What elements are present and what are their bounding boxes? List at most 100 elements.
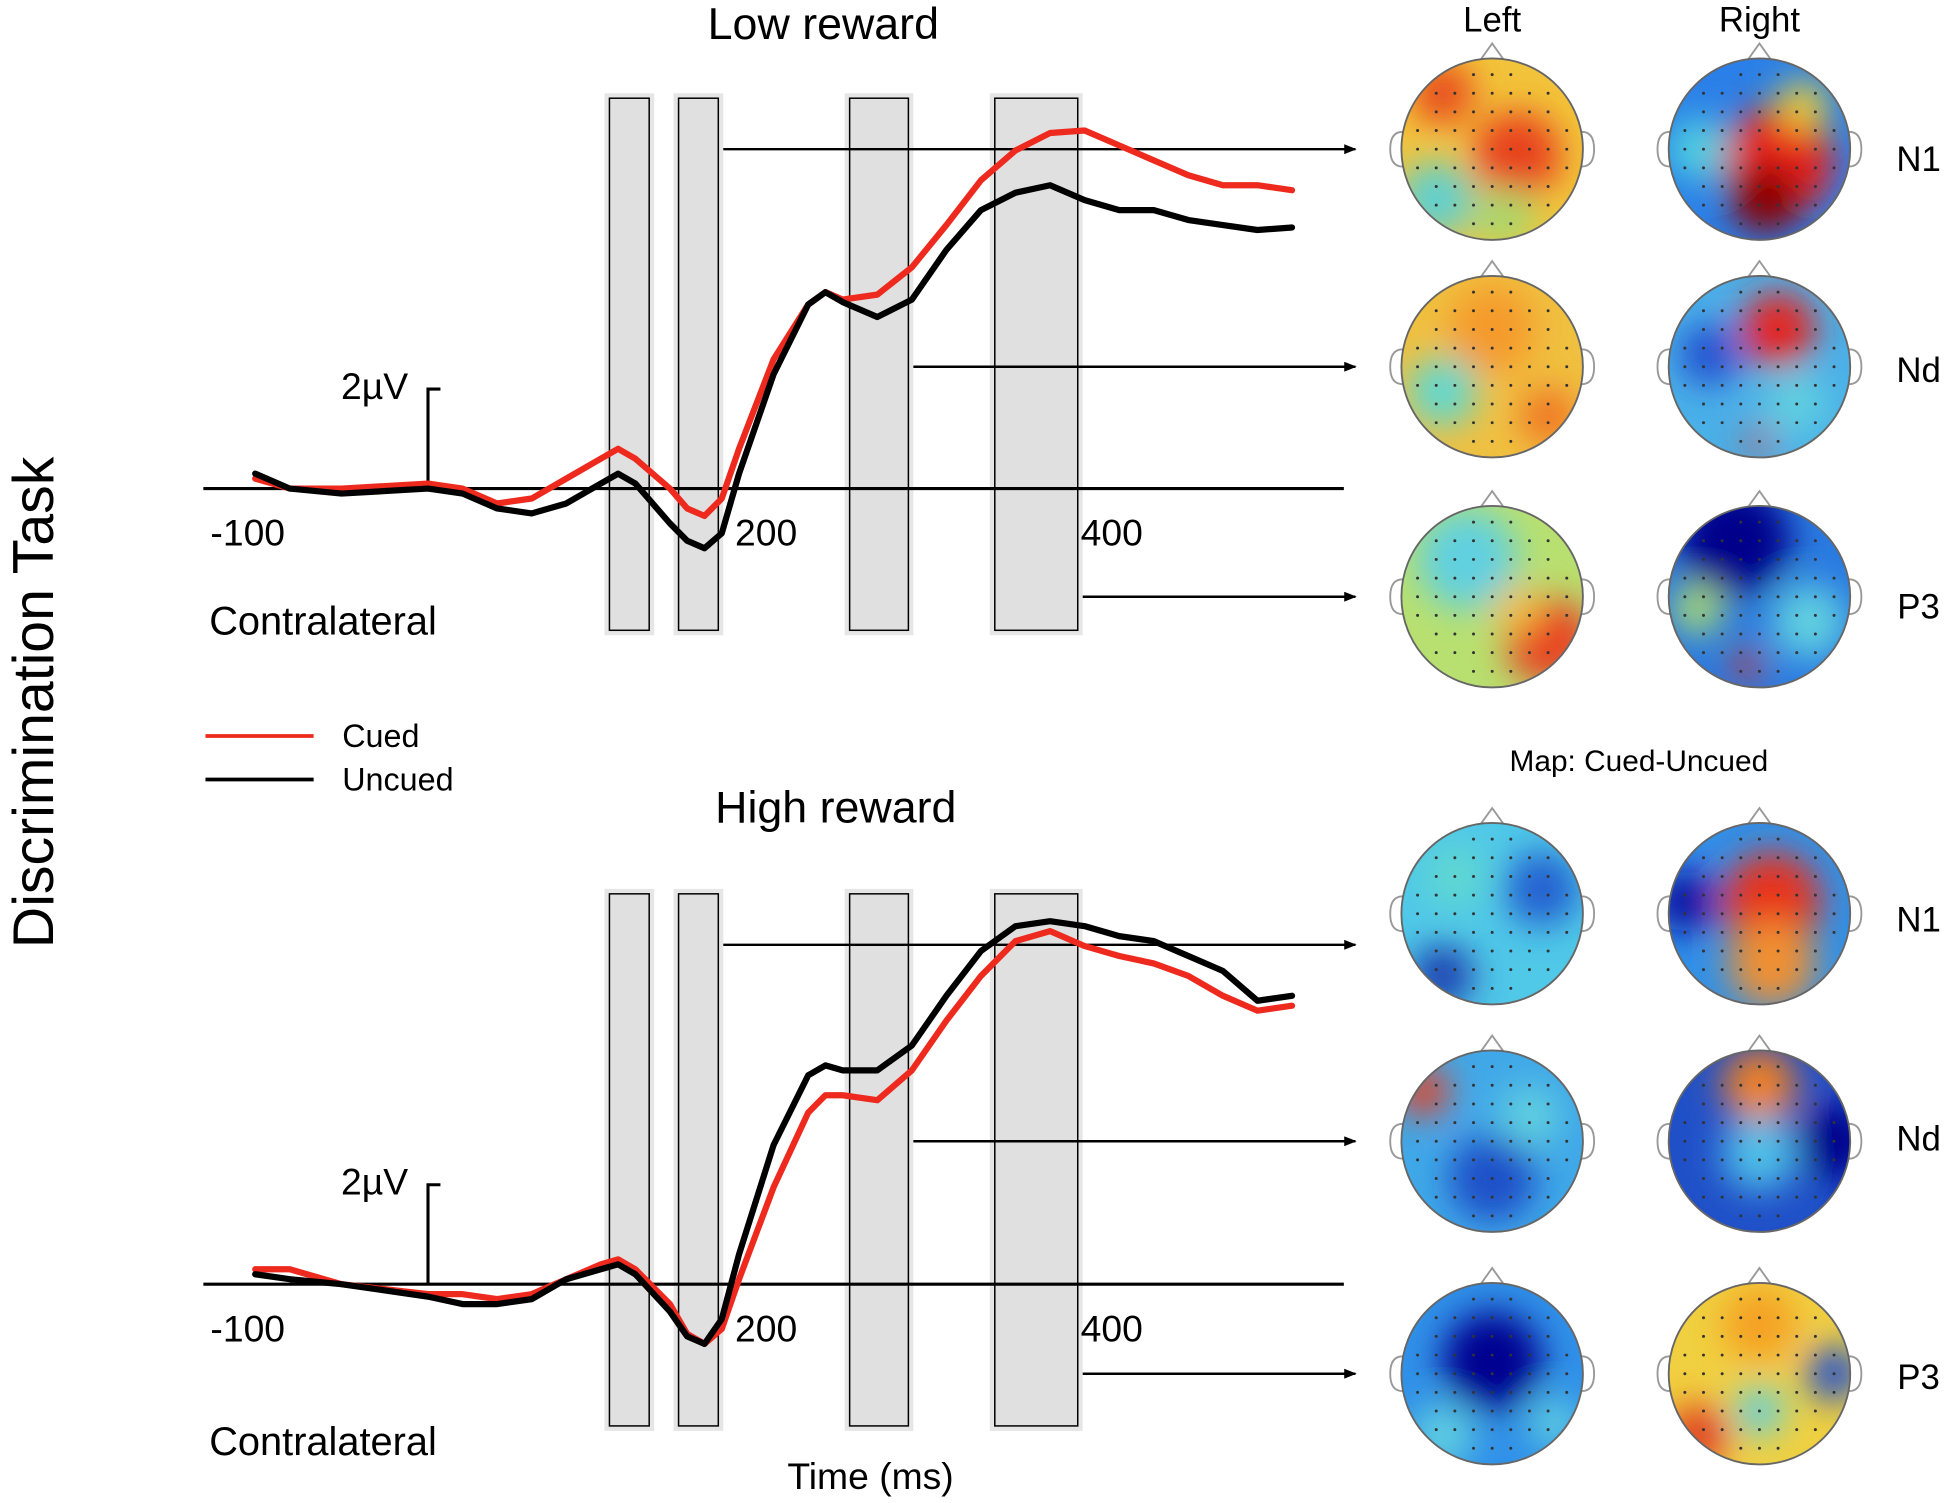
electrode xyxy=(1490,576,1494,580)
ear xyxy=(1389,578,1403,616)
electrode xyxy=(1813,147,1817,151)
electrode xyxy=(1472,1316,1476,1320)
electrode xyxy=(1776,346,1780,350)
electrode xyxy=(1720,576,1724,580)
electrode xyxy=(1702,1195,1705,1199)
electrode xyxy=(1490,1139,1494,1143)
electrode xyxy=(1509,129,1513,133)
electrode xyxy=(1776,595,1780,599)
electrode xyxy=(1795,91,1799,95)
electrode xyxy=(1702,166,1705,170)
electrode xyxy=(1565,166,1569,170)
electrode xyxy=(1472,73,1476,77)
electrode xyxy=(1683,1158,1687,1162)
electrode xyxy=(1795,632,1799,636)
electrode xyxy=(1739,1334,1743,1338)
electrode xyxy=(1702,365,1705,369)
electrode xyxy=(1434,632,1438,636)
electrode xyxy=(1739,290,1743,294)
electrode xyxy=(1813,1372,1817,1376)
electrode xyxy=(1453,651,1457,655)
electrode xyxy=(1472,327,1476,331)
electrode xyxy=(1776,520,1780,524)
electrode xyxy=(1490,595,1494,599)
electrode xyxy=(1546,203,1550,207)
electrode xyxy=(1795,110,1799,114)
electrode xyxy=(1472,290,1476,294)
electrode xyxy=(1546,184,1550,188)
electrode xyxy=(1472,1372,1476,1376)
electrode xyxy=(1546,166,1550,170)
electrode xyxy=(1416,1390,1420,1394)
electrode xyxy=(1813,1158,1817,1162)
electrode xyxy=(1739,893,1743,897)
electrode xyxy=(1453,874,1457,878)
legend-label: Uncued xyxy=(342,761,453,797)
electrode xyxy=(1813,184,1817,188)
electrode xyxy=(1776,1390,1780,1394)
electrode xyxy=(1453,1353,1457,1357)
electrode xyxy=(1795,893,1799,897)
electrode xyxy=(1776,968,1780,972)
electrode xyxy=(1490,1409,1494,1413)
electrode xyxy=(1776,129,1780,133)
electrode xyxy=(1565,147,1569,151)
electrode xyxy=(1565,129,1569,133)
topo-blob xyxy=(1722,1286,1797,1362)
nose xyxy=(1746,259,1773,280)
electrode xyxy=(1546,874,1550,878)
electrode xyxy=(1527,1409,1531,1413)
electrode xyxy=(1416,576,1420,580)
electrode xyxy=(1453,365,1457,369)
electrode xyxy=(1702,309,1705,313)
electrode xyxy=(1795,595,1799,599)
electrode xyxy=(1472,129,1476,133)
electrode xyxy=(1546,1158,1550,1162)
scale-bar xyxy=(426,387,441,489)
electrode xyxy=(1739,632,1743,636)
electrode xyxy=(1546,1390,1550,1394)
electrode xyxy=(1546,651,1550,655)
electrode xyxy=(1565,595,1569,599)
electrode xyxy=(1527,1139,1531,1143)
electrode xyxy=(1776,1158,1780,1162)
electrode xyxy=(1776,930,1780,934)
electrode xyxy=(1739,346,1743,350)
electrode xyxy=(1702,912,1705,916)
electrode xyxy=(1416,147,1420,151)
electrode xyxy=(1776,837,1780,841)
electrode xyxy=(1757,1065,1761,1069)
electrode xyxy=(1565,613,1569,617)
electrode xyxy=(1739,110,1743,114)
electrode xyxy=(1546,632,1550,636)
electrode xyxy=(1813,1334,1817,1338)
electrode xyxy=(1720,1177,1724,1181)
electrode xyxy=(1757,421,1761,425)
electrode xyxy=(1757,669,1761,673)
erp-line xyxy=(252,182,1296,552)
electrode xyxy=(1720,539,1724,543)
electrode xyxy=(1453,1121,1457,1125)
electrode xyxy=(1739,968,1743,972)
electrode xyxy=(1739,439,1743,443)
electrode xyxy=(1683,930,1687,934)
electrode xyxy=(1702,1428,1705,1432)
electrode xyxy=(1527,346,1531,350)
electrode xyxy=(1527,203,1531,207)
electrode xyxy=(1739,1428,1743,1432)
electrode xyxy=(1527,1177,1531,1181)
electrode xyxy=(1472,576,1476,580)
electrode xyxy=(1757,1409,1761,1413)
topo-blob xyxy=(1407,356,1478,427)
topo-blob xyxy=(1473,111,1561,199)
x-tick-label: 400 xyxy=(1081,1307,1143,1349)
electrode xyxy=(1776,402,1780,406)
electrode xyxy=(1472,874,1476,878)
electrode xyxy=(1565,912,1569,916)
electrode xyxy=(1757,1297,1761,1301)
electrode xyxy=(1546,856,1550,860)
electrode xyxy=(1757,912,1761,916)
electrode xyxy=(1795,1139,1799,1143)
electrode xyxy=(1546,421,1550,425)
electrode xyxy=(1472,203,1476,207)
